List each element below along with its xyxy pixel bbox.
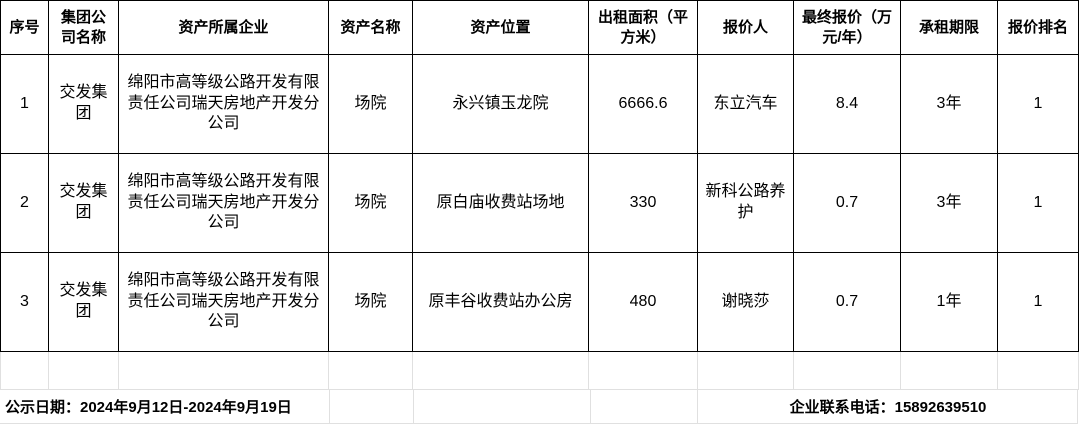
cell-asset-location: 原白庙收费站场地 [412, 153, 589, 253]
cell-owner-enterprise: 绵阳市高等级公路开发有限责任公司瑞天房地产开发分公司 [118, 252, 329, 352]
cell-group-company: 交发集团 [48, 54, 119, 154]
footer-row: 公示日期：2024年9月12日-2024年9月19日 企业联系电话：158926… [0, 390, 1078, 424]
cell-lease-term: 3年 [900, 153, 998, 253]
cell-asset-name: 场院 [328, 153, 413, 253]
cell-lease-term: 1年 [900, 252, 998, 352]
cell-asset-name: 场院 [328, 54, 413, 154]
cell-serial: 3 [0, 252, 49, 352]
cell-lease-area: 330 [588, 153, 698, 253]
cell-owner-enterprise: 绵阳市高等级公路开发有限责任公司瑞天房地产开发分公司 [118, 153, 329, 253]
cell-final-price: 8.4 [793, 54, 901, 154]
table-row: 3 交发集团 绵阳市高等级公路开发有限责任公司瑞天房地产开发分公司 场院 原丰谷… [0, 252, 1079, 352]
publicity-date-text: 公示日期：2024年9月12日-2024年9月19日 [5, 399, 292, 416]
cell-final-price: 0.7 [793, 252, 901, 352]
cell-owner-enterprise: 绵阳市高等级公路开发有限责任公司瑞天房地产开发分公司 [118, 54, 329, 154]
col-header-lease-term: 承租期限 [900, 0, 998, 55]
gridline [413, 390, 414, 423]
contact-phone-text: 企业联系电话：15892639510 [789, 399, 987, 416]
col-header-lease-area: 出租面积（平方米） [588, 0, 698, 55]
cell-bid-rank: 1 [997, 54, 1079, 154]
lease-results-table: 序号 集团公司名称 资产所属企业 资产名称 资产位置 出租面积（平方米） 报价人… [0, 0, 1079, 352]
cell-asset-location: 原丰谷收费站办公房 [412, 252, 589, 352]
empty-row [0, 352, 1079, 390]
table-row: 1 交发集团 绵阳市高等级公路开发有限责任公司瑞天房地产开发分公司 场院 永兴镇… [0, 54, 1079, 154]
cell-serial: 2 [0, 153, 49, 253]
cell-group-company: 交发集团 [48, 153, 119, 253]
cell-bidder: 新科公路养护 [697, 153, 794, 253]
gridline [590, 390, 591, 423]
gridline [329, 390, 330, 423]
cell-serial: 1 [0, 54, 49, 154]
cell-bid-rank: 1 [997, 153, 1079, 253]
cell-bid-rank: 1 [997, 252, 1079, 352]
gridline [697, 390, 698, 423]
col-header-final-price: 最终报价（万元/年） [793, 0, 901, 55]
col-header-bid-rank: 报价排名 [997, 0, 1079, 55]
col-header-serial: 序号 [0, 0, 49, 55]
col-header-bidder: 报价人 [697, 0, 794, 55]
cell-asset-name: 场院 [328, 252, 413, 352]
cell-bidder: 东立汽车 [697, 54, 794, 154]
cell-asset-location: 永兴镇玉龙院 [412, 54, 589, 154]
cell-bidder: 谢晓莎 [697, 252, 794, 352]
empty-spreadsheet-row [0, 352, 1079, 390]
table-row: 2 交发集团 绵阳市高等级公路开发有限责任公司瑞天房地产开发分公司 场院 原白庙… [0, 153, 1079, 253]
cell-lease-term: 3年 [900, 54, 998, 154]
cell-lease-area: 480 [588, 252, 698, 352]
gridline [1077, 390, 1078, 423]
cell-group-company: 交发集团 [48, 252, 119, 352]
col-header-asset-location: 资产位置 [412, 0, 589, 55]
cell-final-price: 0.7 [793, 153, 901, 253]
header-row: 序号 集团公司名称 资产所属企业 资产名称 资产位置 出租面积（平方米） 报价人… [0, 0, 1079, 55]
col-header-asset-name: 资产名称 [328, 0, 413, 55]
col-header-owner-enterprise: 资产所属企业 [118, 0, 329, 55]
cell-lease-area: 6666.6 [588, 54, 698, 154]
col-header-group-company: 集团公司名称 [48, 0, 119, 55]
